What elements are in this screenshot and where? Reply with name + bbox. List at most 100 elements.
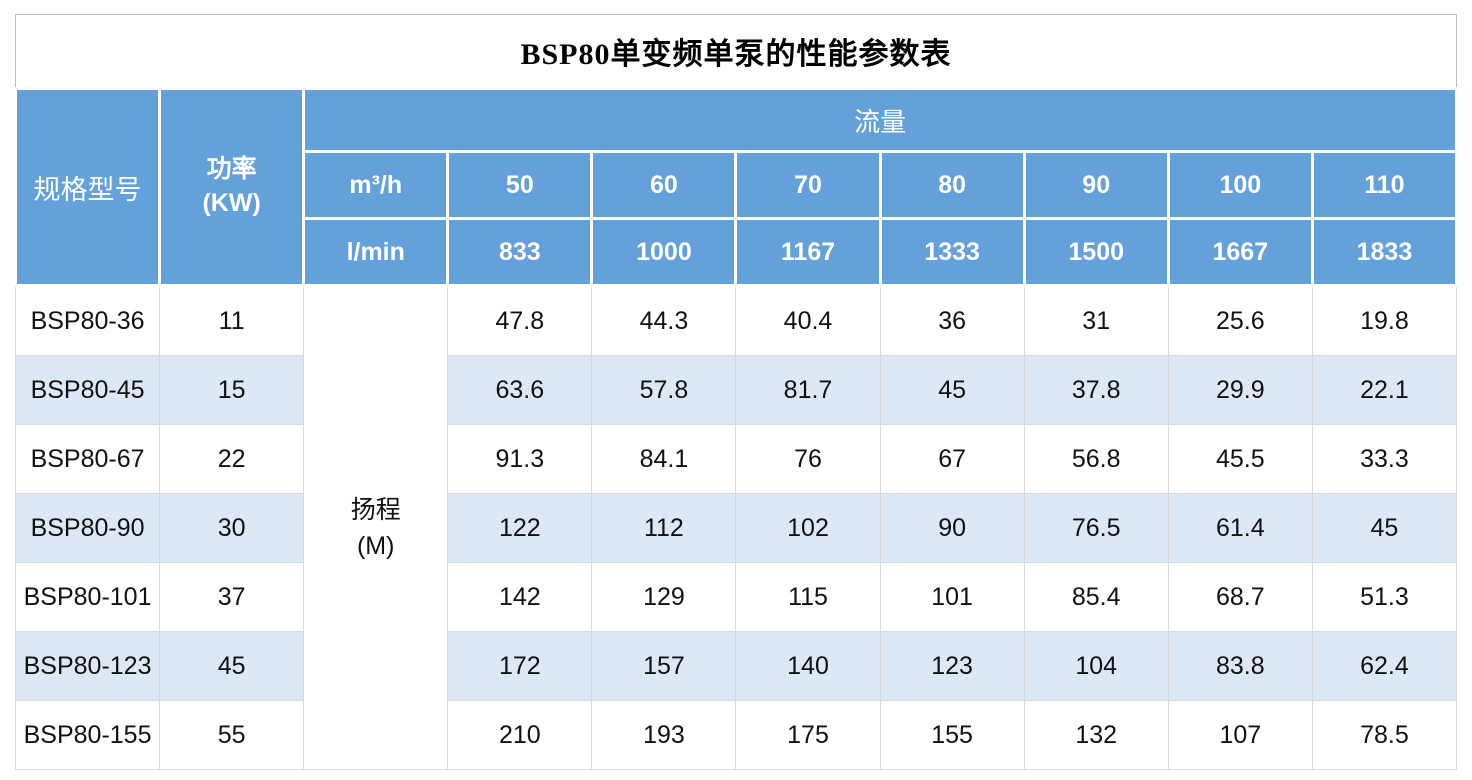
value-cell: 101 xyxy=(879,562,1025,632)
value-cell: 107 xyxy=(1167,700,1313,770)
power-cell: 55 xyxy=(159,700,305,770)
value-cell: 122 xyxy=(447,493,593,563)
value-cell: 155 xyxy=(879,700,1025,770)
flow-lmin-value: 1500 xyxy=(1022,217,1170,287)
value-cell: 175 xyxy=(735,700,881,770)
value-cell: 22.1 xyxy=(1311,355,1458,425)
value-cell: 172 xyxy=(447,631,593,701)
value-cell: 83.8 xyxy=(1167,631,1313,701)
power-header: 功率 (KW) xyxy=(158,87,306,287)
value-cell: 102 xyxy=(735,493,881,563)
value-cell: 132 xyxy=(1023,700,1169,770)
model-cell: BSP80-123 xyxy=(14,631,161,701)
value-cell: 85.4 xyxy=(1023,562,1169,632)
unit-lmin-label: l/min xyxy=(302,217,450,287)
value-cell: 36 xyxy=(879,285,1025,356)
value-cell: 142 xyxy=(447,562,593,632)
flow-header: 流量 xyxy=(302,87,1458,153)
power-cell: 11 xyxy=(159,285,305,356)
table-row: BSP80-155 55 210 193 175 155 132 107 78.… xyxy=(14,700,1458,770)
table-row: BSP80-36 11 扬程 (M) 47.8 44.3 40.4 36 31 … xyxy=(14,285,1458,770)
power-cell: 45 xyxy=(159,631,305,701)
header-row-lmin: l/min 833 1000 1167 1333 1500 1667 1833 xyxy=(16,217,1459,287)
value-cell: 45.5 xyxy=(1167,424,1313,494)
value-cell: 29.9 xyxy=(1167,355,1313,425)
table-row: BSP80-67 22 91.3 84.1 76 67 56.8 45.5 33… xyxy=(14,424,1458,494)
value-cell: 90 xyxy=(879,493,1025,563)
flow-lmin-value: 1833 xyxy=(1310,217,1459,287)
value-cell: 68.7 xyxy=(1167,562,1313,632)
value-cell: 37.8 xyxy=(1023,355,1169,425)
value-cell: 76.5 xyxy=(1023,493,1169,563)
power-cell: 22 xyxy=(159,424,305,494)
value-cell: 67 xyxy=(879,424,1025,494)
title-row: BSP80单变频单泵的性能参数表 xyxy=(15,14,1457,89)
flow-m3h-value: 50 xyxy=(446,150,594,220)
flow-m3h-value: 60 xyxy=(590,150,738,220)
head-m-cell: 扬程 (M) xyxy=(303,285,449,770)
value-cell: 45 xyxy=(879,355,1025,425)
model-cell: BSP80-101 xyxy=(14,562,161,632)
flow-lmin-value: 1000 xyxy=(590,217,738,287)
model-cell: BSP80-90 xyxy=(14,493,161,563)
model-cell: BSP80-36 xyxy=(14,285,161,356)
value-cell: 129 xyxy=(591,562,737,632)
flow-m3h-value: 70 xyxy=(734,150,882,220)
value-cell: 140 xyxy=(735,631,881,701)
value-cell: 57.8 xyxy=(591,355,737,425)
power-cell: 30 xyxy=(159,493,305,563)
value-cell: 91.3 xyxy=(447,424,593,494)
value-cell: 51.3 xyxy=(1311,562,1458,632)
value-cell: 104 xyxy=(1023,631,1169,701)
flow-lmin-value: 1333 xyxy=(878,217,1026,287)
performance-table: BSP80单变频单泵的性能参数表 规格型号 功率 (KW) 流量 m³/h 50… xyxy=(13,14,1459,770)
power-cell: 37 xyxy=(159,562,305,632)
power-header-line1: 功率 xyxy=(206,155,257,184)
head-m-line1: 扬程 xyxy=(350,495,401,524)
value-cell: 47.8 xyxy=(447,285,593,356)
value-cell: 62.4 xyxy=(1311,631,1458,701)
value-cell: 84.1 xyxy=(591,424,737,494)
value-cell: 78.5 xyxy=(1311,700,1458,770)
value-cell: 56.8 xyxy=(1023,424,1169,494)
model-cell: BSP80-155 xyxy=(14,700,161,770)
flow-m3h-value: 80 xyxy=(878,150,1026,220)
flow-lmin-value: 833 xyxy=(446,217,594,287)
table-row: BSP80-90 30 122 112 102 90 76.5 61.4 45 xyxy=(14,493,1458,563)
head-m-line2: (M) xyxy=(356,532,395,560)
value-cell: 40.4 xyxy=(735,285,881,356)
table-row: BSP80-123 45 172 157 140 123 104 83.8 62… xyxy=(14,631,1458,701)
unit-m3h-label: m³/h xyxy=(302,150,450,220)
model-cell: BSP80-67 xyxy=(14,424,161,494)
value-cell: 19.8 xyxy=(1311,285,1458,356)
flow-m3h-value: 90 xyxy=(1022,150,1170,220)
power-header-line2: (KW) xyxy=(202,189,261,217)
value-cell: 115 xyxy=(735,562,881,632)
value-cell: 31 xyxy=(1023,285,1169,356)
table-row: BSP80-45 15 63.6 57.8 81.7 45 37.8 29.9 … xyxy=(14,355,1458,425)
value-cell: 193 xyxy=(591,700,737,770)
table-row: BSP80-101 37 142 129 115 101 85.4 68.7 5… xyxy=(14,562,1458,632)
value-cell: 44.3 xyxy=(591,285,737,356)
flow-lmin-value: 1167 xyxy=(734,217,882,287)
value-cell: 123 xyxy=(879,631,1025,701)
value-cell: 81.7 xyxy=(735,355,881,425)
value-cell: 210 xyxy=(447,700,593,770)
value-cell: 112 xyxy=(591,493,737,563)
flow-m3h-value: 100 xyxy=(1166,150,1314,220)
value-cell: 33.3 xyxy=(1311,424,1458,494)
page-title: BSP80单变频单泵的性能参数表 xyxy=(15,14,1457,89)
value-cell: 157 xyxy=(591,631,737,701)
header-row-m3h: m³/h 50 60 70 80 90 100 110 xyxy=(16,150,1459,220)
power-cell: 15 xyxy=(159,355,305,425)
model-cell: BSP80-45 xyxy=(14,355,161,425)
flow-m3h-value: 110 xyxy=(1310,150,1459,220)
value-cell: 63.6 xyxy=(447,355,593,425)
value-cell: 25.6 xyxy=(1167,285,1313,356)
spec-model-header: 规格型号 xyxy=(13,87,162,287)
value-cell: 76 xyxy=(735,424,881,494)
flow-lmin-value: 1667 xyxy=(1166,217,1314,287)
header-row-flow: 规格型号 功率 (KW) 流量 xyxy=(13,87,1458,287)
value-cell: 61.4 xyxy=(1167,493,1313,563)
